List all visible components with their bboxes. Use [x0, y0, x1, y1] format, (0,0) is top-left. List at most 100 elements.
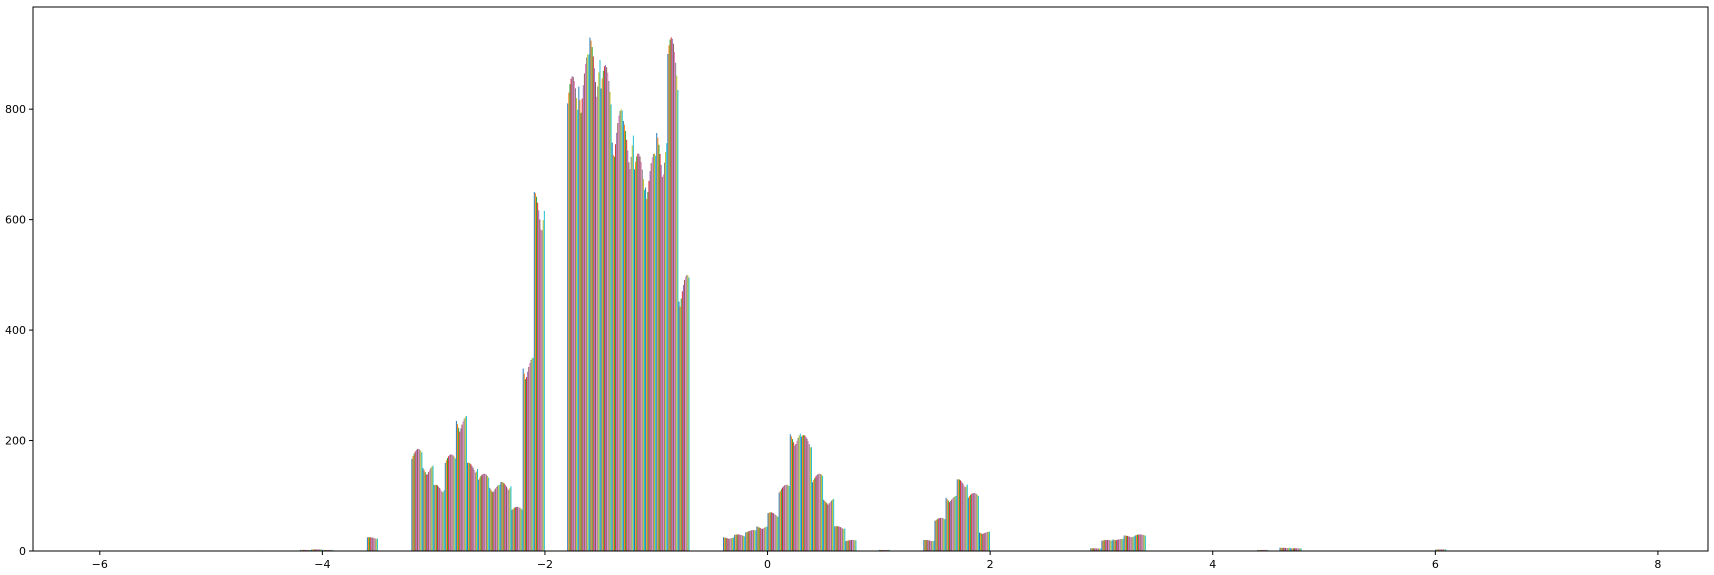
bar: [789, 433, 801, 551]
bar-segment: [539, 219, 541, 551]
bar-segment: [573, 81, 575, 552]
bar-segment: [451, 454, 453, 551]
bar-segment: [759, 527, 761, 551]
x-tick-label: 6: [1432, 558, 1439, 571]
bar-segment: [808, 444, 810, 551]
bar-segment: [314, 549, 316, 551]
bar-segment: [1437, 549, 1439, 551]
bar: [589, 37, 601, 552]
bar-segment: [433, 485, 435, 551]
bar-segment: [412, 456, 414, 551]
bar-segment: [487, 476, 489, 551]
bar-segment: [680, 298, 682, 551]
bar-segment: [488, 477, 490, 551]
bar-segment: [749, 530, 751, 551]
bar-segment: [443, 490, 445, 551]
bar-segment: [493, 490, 495, 551]
bar: [1090, 548, 1102, 551]
bar-segment: [613, 156, 615, 552]
bar-segment: [936, 519, 938, 551]
bar: [455, 415, 467, 551]
bar: [433, 484, 445, 551]
bar-segment: [1137, 534, 1139, 551]
bar-segment: [577, 109, 579, 552]
bar-segment: [568, 92, 570, 552]
bar: [678, 274, 690, 551]
bar-segment: [315, 549, 317, 551]
bar-segment: [671, 38, 673, 552]
bar-segment: [567, 103, 569, 551]
bar-segment: [682, 284, 684, 551]
bar-segment: [431, 466, 433, 551]
bar: [967, 493, 979, 551]
bar-segment: [731, 537, 733, 551]
bar-segment: [332, 549, 334, 551]
bar-segment: [329, 549, 331, 551]
bar-segment: [435, 484, 437, 551]
bar-segment: [641, 169, 643, 551]
bar-segment: [630, 156, 632, 551]
bar-segment: [586, 57, 588, 552]
bar-segment: [589, 37, 591, 551]
bar-segment: [571, 76, 573, 551]
bar-segment: [507, 488, 509, 551]
bar-segment: [480, 476, 482, 551]
bar-segment: [930, 540, 931, 551]
bar-segment: [450, 454, 452, 551]
bar: [834, 526, 846, 551]
bar: [611, 109, 623, 552]
bar-segment: [514, 507, 516, 551]
bar-segment: [376, 538, 378, 551]
bar-segment: [533, 192, 535, 551]
bar-segment: [640, 161, 642, 551]
bar-segment: [369, 537, 371, 551]
bar-segment: [1138, 534, 1140, 551]
bar-segment: [736, 534, 738, 551]
bar: [778, 484, 790, 551]
bar-segment: [807, 441, 809, 551]
bar-segment: [636, 156, 638, 551]
bar-segment: [814, 478, 816, 551]
bar-segment: [888, 549, 890, 551]
bar-segment: [841, 527, 842, 551]
bar-segment: [632, 135, 634, 551]
bar-segment: [1440, 549, 1442, 551]
bar-segment: [646, 198, 648, 551]
bar-segment: [741, 535, 743, 551]
bar-segment: [618, 115, 620, 551]
bar-segment: [946, 499, 948, 551]
bar-segment: [475, 471, 477, 551]
bar-segment: [669, 39, 671, 552]
bar-segment: [1299, 548, 1301, 551]
bar-segment: [481, 474, 483, 551]
bar-segment: [784, 485, 786, 551]
bar-segment: [627, 150, 629, 551]
bar-segment: [1281, 547, 1283, 551]
bar: [422, 465, 434, 551]
bar-segment: [330, 549, 332, 551]
y-tick-label: 200: [5, 435, 26, 448]
bar: [533, 192, 545, 552]
bar-segment: [414, 451, 416, 551]
bar-segment: [579, 100, 581, 551]
bar-segment: [815, 476, 817, 551]
bars-group: [255, 37, 1447, 552]
bar-segment: [970, 494, 972, 551]
bar-segment: [780, 489, 782, 551]
bar-segment: [952, 498, 954, 551]
bar-segment: [607, 72, 609, 552]
bar-segment: [751, 530, 753, 551]
bar-segment: [788, 486, 790, 551]
bar-segment: [687, 275, 689, 551]
bar-segment: [822, 475, 824, 551]
bar-segment: [621, 110, 623, 551]
bar-segment: [818, 473, 820, 551]
bar-segment: [492, 492, 494, 551]
bar-segment: [833, 498, 835, 551]
bar-segment: [799, 433, 801, 551]
x-tick-label: 8: [1654, 558, 1661, 571]
bar-segment: [825, 502, 827, 551]
bar-segment: [672, 43, 674, 552]
bar-segment: [738, 534, 740, 551]
bar-segment: [626, 139, 628, 551]
